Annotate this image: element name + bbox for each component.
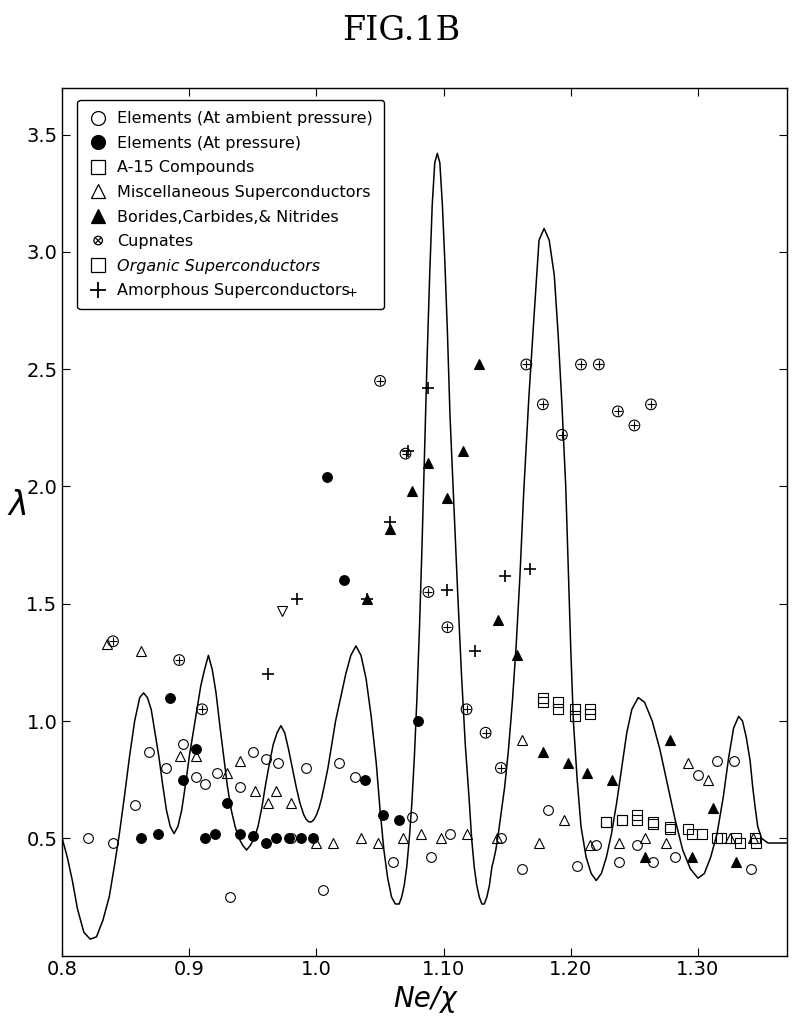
Point [107, 633, 119, 650]
Y-axis label: λ: λ [9, 488, 29, 521]
Point [480, 725, 492, 741]
Point [556, 427, 569, 443]
Point [172, 652, 185, 668]
Legend: Elements (At ambient pressure), Elements (At pressure), A-15 Compounds, Miscella: Elements (At ambient pressure), Elements… [78, 100, 384, 309]
Point [645, 396, 658, 412]
Point [537, 396, 549, 412]
Text: FIG.1B: FIG.1B [342, 15, 460, 47]
Point [346, 284, 358, 300]
Point [196, 701, 209, 718]
Point [628, 417, 641, 434]
Point [574, 357, 587, 373]
Point [374, 373, 387, 390]
Point [460, 701, 473, 718]
Point [441, 619, 454, 635]
Point [520, 357, 533, 373]
Point [611, 403, 624, 419]
Point [593, 357, 606, 373]
Point [495, 760, 508, 776]
X-axis label: Ne/χ: Ne/χ [393, 985, 456, 1013]
Point [399, 445, 412, 462]
Point [422, 584, 435, 600]
